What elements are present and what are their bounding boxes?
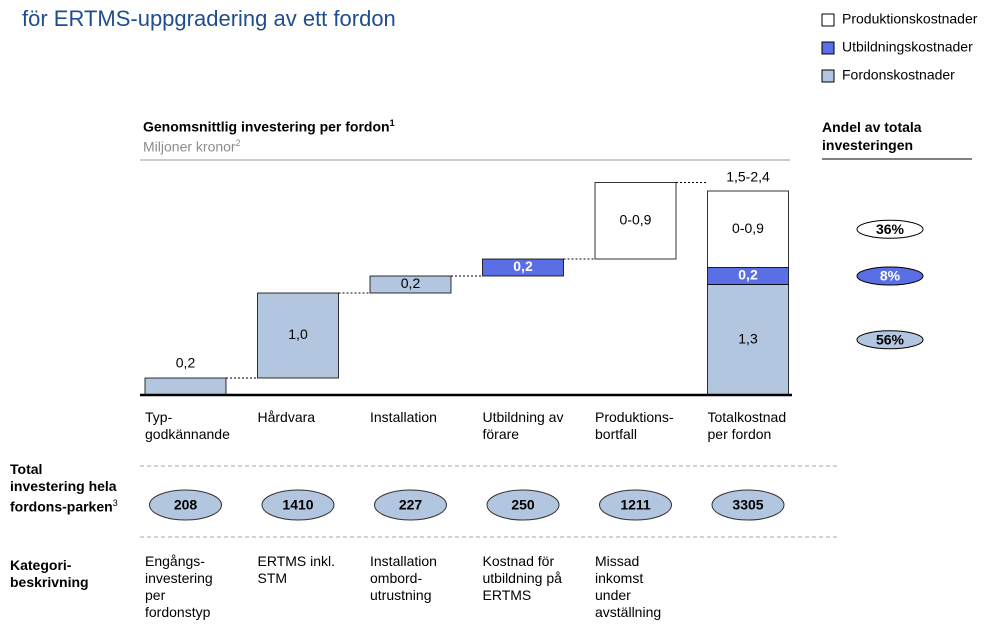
total-oval (374, 489, 447, 521)
value-label: 1,0 (288, 326, 308, 342)
bar (369, 275, 452, 294)
legend-swatch (821, 41, 835, 55)
x-tick-label: Utbildning av förare (482, 409, 564, 442)
x-tick-label: Totalkostnad per fordon (707, 409, 787, 442)
total-value: 227 (399, 497, 423, 513)
row-label: Total investering hela fordons-parken3 (10, 461, 120, 516)
category-description: Engångs-investering per fordonstyp (145, 553, 213, 620)
category-description: ERTMS inkl. STM (257, 553, 336, 586)
legend-label: Fordonskostnader (842, 67, 955, 83)
x-tick-label: Installation (370, 409, 437, 425)
category-description: Missad inkomst under avställning (595, 553, 662, 620)
bar (594, 182, 677, 260)
title-sup: 1 (389, 118, 395, 128)
value-label: 1,3 (738, 330, 758, 346)
legend-label: Produktionskostnader (842, 11, 978, 27)
chart-title: Genomsnittlig investering per fordon1 (143, 118, 395, 135)
share-label: 56% (876, 331, 905, 347)
bar (707, 284, 789, 396)
total-oval (599, 489, 672, 521)
total-value: 3305 (732, 497, 763, 513)
total-oval (486, 489, 560, 521)
bar (707, 190, 789, 268)
legend-swatch (821, 13, 835, 27)
x-tick-label: Produktions-bortfall (595, 409, 674, 442)
share-label: 36% (876, 221, 905, 237)
legend-label: Utbildningskostnader (842, 39, 973, 55)
bar (144, 377, 227, 396)
total-value: 208 (174, 497, 198, 513)
bar (482, 258, 564, 277)
value-label: 0,2 (513, 258, 533, 274)
share-label: 8% (880, 268, 901, 284)
total-value: 1211 (620, 497, 651, 513)
value-label: 0,2 (738, 267, 758, 283)
bar (257, 292, 339, 379)
legend-swatch (821, 69, 835, 83)
total-value: 1410 (282, 497, 313, 513)
subtitle-sup: 2 (235, 138, 241, 148)
heading: för ERTMS-uppgradering av ett fordon (22, 6, 396, 31)
total-oval (711, 489, 785, 521)
total-label: 1,5-2,4 (726, 169, 770, 185)
total-value: 250 (511, 497, 535, 513)
row-label-text: Total investering hela fordons-parken (10, 461, 117, 515)
subtitle-text: Miljoner kronor (143, 138, 236, 155)
share-oval (856, 266, 924, 286)
value-label: 0,2 (176, 355, 196, 371)
x-tick-label: Typ-godkännande (145, 409, 230, 442)
value-label: 0,2 (401, 275, 421, 291)
chart-subtitle: Miljoner kronor2 (143, 138, 241, 155)
title-text: Genomsnittlig investering per fordon (143, 118, 390, 135)
category-description: Installation ombord-utrustning (370, 553, 437, 603)
value-label: 0-0,9 (732, 220, 764, 236)
row-label: Kategori-beskrivning (10, 557, 89, 590)
value-label: 0-0,9 (620, 211, 652, 227)
total-oval (261, 489, 335, 521)
category-description: Kostnad för utbildning på ERTMS (482, 553, 562, 603)
share-oval (856, 330, 924, 350)
x-tick-label: Hårdvara (257, 409, 316, 425)
share-oval (856, 219, 924, 239)
shares-title: Andel av totala investeringen (822, 119, 922, 153)
row-label-sup: 3 (112, 498, 118, 508)
total-oval (149, 489, 222, 521)
